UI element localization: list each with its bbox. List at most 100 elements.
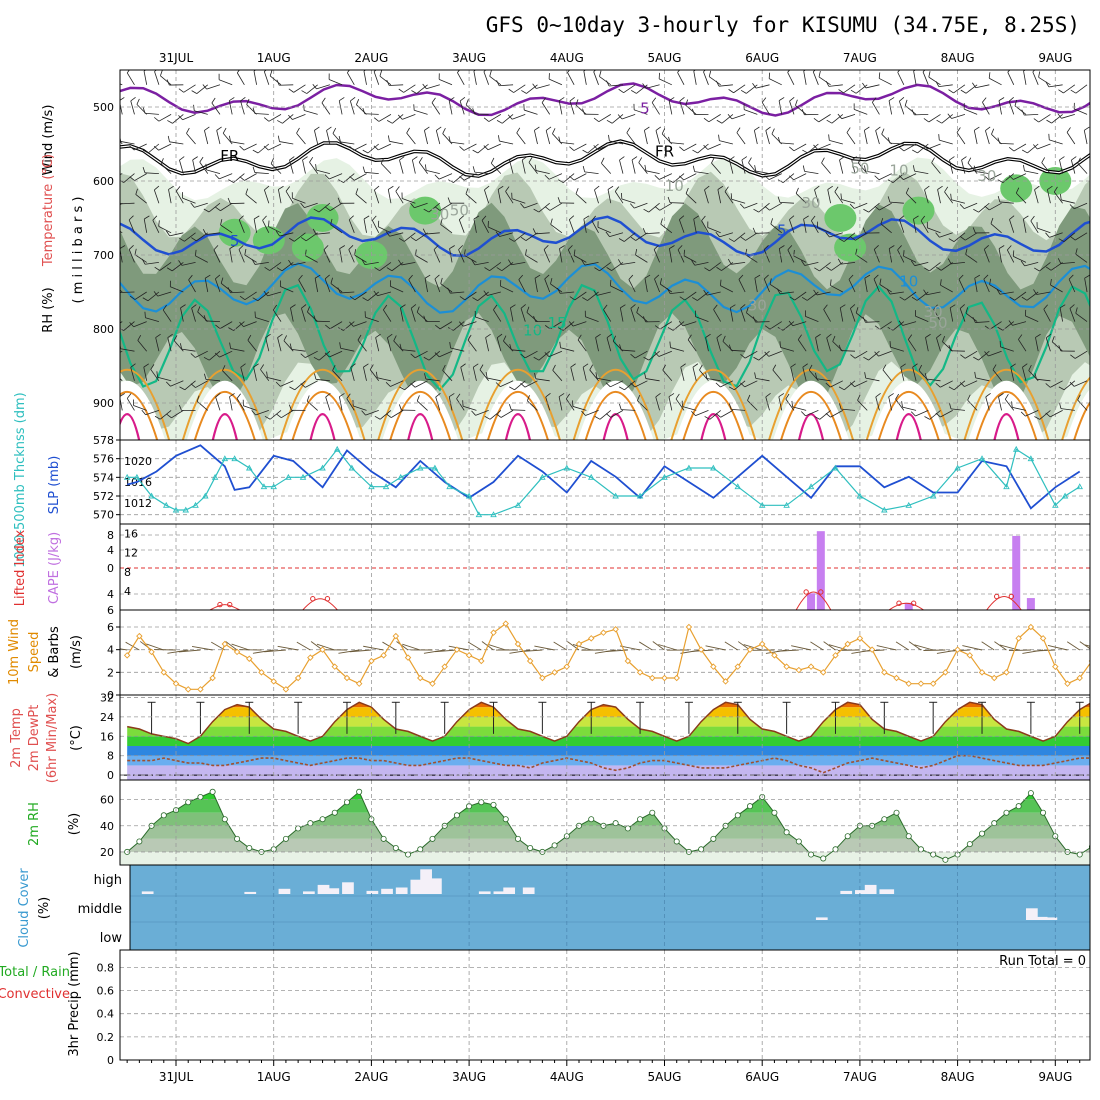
wind-barb-flag — [194, 249, 197, 256]
wind-barb-flag — [678, 320, 684, 327]
wind-barb-flag — [526, 306, 530, 313]
wind-barb-flag — [815, 333, 821, 338]
wind-barb-flag — [1041, 157, 1046, 163]
wind-barb-flag — [1047, 185, 1053, 190]
wind-barb — [162, 309, 172, 322]
wind-barb-flag — [128, 215, 134, 221]
wind-barb-flag — [985, 126, 991, 131]
wind-barb-flag — [220, 277, 224, 284]
wind-barb-flag — [289, 343, 292, 350]
wind-barb-flag — [167, 333, 173, 338]
temp-contour-30 — [993, 413, 1020, 440]
wind-barb — [364, 171, 379, 174]
wind-barb — [830, 410, 843, 418]
date-label-bottom: 6AUG — [745, 1070, 779, 1084]
wind-barb-flag — [669, 245, 675, 249]
wind-barb-flag — [216, 126, 222, 131]
wind-barb-flag — [314, 126, 320, 131]
wind10m-unit-label: (m/s) — [69, 635, 84, 669]
wind10-marker — [978, 669, 986, 676]
slp-frame — [119, 439, 1091, 525]
wind-barb-flag — [823, 304, 828, 310]
wind-barb — [186, 133, 196, 145]
wind10-barb — [652, 641, 665, 651]
contour-label: 30 — [924, 303, 943, 321]
wind-barb-flag — [465, 99, 469, 106]
wind10-marker — [258, 669, 265, 676]
wind-barb — [314, 130, 319, 145]
wind10-marker — [685, 623, 693, 631]
wind-barb — [744, 202, 758, 209]
wind10-barb — [962, 645, 983, 651]
wind-barb — [1036, 378, 1051, 382]
wind-barb-flag — [629, 203, 635, 209]
wind-barb-flag — [545, 392, 551, 398]
wind-barb — [323, 249, 331, 263]
wind-barb-flag — [129, 176, 135, 181]
wind-barb — [682, 406, 697, 411]
wind-barb — [792, 406, 807, 411]
wind-barb — [126, 398, 135, 411]
wind-barb-flag — [238, 245, 244, 250]
wind-barb — [219, 350, 233, 358]
wind-barb — [123, 173, 135, 183]
wind-barb-flag — [532, 83, 537, 89]
wind-barb-flag — [606, 80, 610, 87]
wind-barb — [670, 291, 685, 295]
convective-label: Convective — [0, 987, 70, 1002]
wind10-marker — [624, 657, 632, 665]
wind-barb — [130, 367, 135, 381]
wind-barb-flag — [350, 363, 356, 368]
wind-barb — [610, 285, 624, 293]
wind-barb — [431, 102, 441, 115]
wind-barb-flag — [983, 274, 989, 280]
rh2m-marker — [698, 846, 705, 853]
wind-barb — [157, 376, 172, 382]
li-line — [888, 602, 924, 610]
wind-barb-flag — [789, 146, 795, 152]
wind-barb-flag — [789, 296, 795, 301]
cloud-high-cell — [366, 890, 379, 894]
wind-barb-flag — [728, 386, 735, 391]
wind10-marker — [478, 657, 485, 665]
date-label-top: 6AUG — [745, 51, 779, 65]
wind-barb-flag — [703, 117, 710, 123]
wind-barb-flag — [490, 157, 495, 164]
wind-barb — [243, 321, 257, 327]
wind-barb-flag — [967, 394, 971, 401]
wind-barb — [843, 84, 856, 94]
wind-barb-flag — [375, 371, 378, 378]
wind-barb — [587, 291, 599, 301]
wind-barb-flag — [175, 186, 181, 192]
wind-barb-flag — [363, 215, 370, 220]
wind-barb — [134, 291, 147, 300]
wind-barb — [683, 173, 697, 181]
wind-barb — [782, 321, 795, 331]
wind-barb-flag — [959, 304, 965, 309]
wind-barb-flag — [398, 404, 402, 411]
wind10-marker — [380, 652, 387, 659]
slp-tick-label: 1012 — [124, 497, 152, 510]
wind10-marker — [514, 640, 522, 648]
wind-barb — [279, 141, 294, 145]
wind-barb-flag — [840, 304, 846, 309]
wind-barb — [841, 350, 856, 352]
rh2m-tick-label: 20 — [100, 846, 114, 859]
wind-barb — [889, 142, 904, 145]
wind-barb — [305, 380, 318, 388]
wind-barb — [865, 84, 880, 89]
wind-barb — [792, 321, 807, 327]
wind-barb — [1004, 399, 1015, 411]
wind-barb — [550, 283, 563, 293]
contour-label: 30 — [977, 167, 996, 185]
temp-contour-25 — [1073, 401, 1090, 440]
wind-barb-flag — [644, 164, 647, 171]
wind-barb — [338, 396, 343, 411]
wind-barb — [501, 114, 514, 124]
wind-barb — [550, 224, 563, 234]
rh2m-marker — [429, 835, 436, 842]
wind-barb — [591, 220, 599, 233]
wind-barb — [645, 378, 660, 382]
wind10-marker — [600, 629, 607, 636]
wind-barb-flag — [496, 80, 500, 86]
